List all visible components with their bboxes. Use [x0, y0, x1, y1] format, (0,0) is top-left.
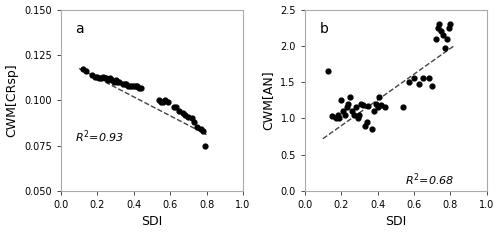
Point	[359, 103, 367, 107]
Text: b: b	[320, 22, 328, 36]
Point	[436, 22, 444, 26]
Point	[443, 37, 451, 40]
Point	[170, 106, 178, 109]
X-axis label: SDI: SDI	[142, 216, 163, 228]
Y-axis label: CWM[AN]: CWM[AN]	[262, 70, 274, 130]
Point	[184, 115, 192, 118]
Point	[175, 109, 183, 113]
Point	[179, 111, 187, 115]
Point	[200, 144, 208, 147]
Point	[424, 77, 432, 80]
Point	[354, 117, 362, 120]
Point	[350, 113, 358, 117]
Point	[434, 26, 442, 29]
Point	[328, 114, 336, 118]
Point	[419, 77, 427, 80]
Point	[110, 80, 118, 84]
Point	[364, 104, 372, 108]
Point	[172, 106, 179, 109]
Point	[368, 127, 376, 131]
Point	[357, 102, 365, 106]
Point	[132, 84, 140, 88]
Point	[438, 29, 446, 33]
Point	[197, 127, 205, 131]
Point	[439, 33, 447, 37]
Point	[342, 106, 350, 109]
Point	[94, 75, 102, 79]
Point	[120, 82, 128, 86]
Point	[428, 84, 436, 88]
Point	[188, 117, 196, 120]
Point	[114, 80, 122, 84]
Point	[348, 109, 356, 113]
Point	[441, 46, 449, 50]
Point	[339, 109, 347, 113]
Point	[381, 106, 389, 109]
Y-axis label: CWM[CRsp]: CWM[CRsp]	[6, 63, 18, 137]
Text: a: a	[76, 22, 84, 36]
Point	[102, 77, 110, 80]
Point	[446, 22, 454, 26]
Point	[324, 69, 332, 73]
Point	[356, 113, 364, 117]
Point	[159, 100, 167, 104]
X-axis label: SDI: SDI	[385, 216, 406, 228]
Point	[135, 86, 143, 89]
Point	[341, 113, 349, 117]
Point	[374, 106, 382, 109]
Point	[377, 103, 385, 107]
Text: $R^2$=0.68: $R^2$=0.68	[405, 171, 454, 188]
Point	[444, 26, 452, 29]
Point	[337, 98, 345, 102]
Point	[164, 100, 172, 104]
Point	[122, 82, 130, 86]
Point	[332, 117, 340, 120]
Point	[190, 120, 198, 124]
Point	[134, 84, 141, 88]
Point	[160, 98, 168, 102]
Point	[112, 78, 120, 82]
Point	[119, 82, 127, 86]
Point	[99, 75, 107, 79]
Point	[376, 95, 384, 99]
Text: $R^2$=0.93: $R^2$=0.93	[76, 129, 124, 145]
Point	[362, 120, 370, 124]
Point	[180, 113, 188, 117]
Point	[128, 84, 136, 88]
Point	[124, 84, 132, 88]
Point	[404, 80, 412, 84]
Point	[344, 102, 352, 106]
Point	[92, 75, 100, 79]
Point	[82, 69, 90, 73]
Point	[130, 84, 138, 88]
Point	[352, 106, 360, 109]
Point	[137, 86, 145, 89]
Point	[106, 77, 114, 80]
Point	[108, 78, 116, 82]
Point	[346, 95, 354, 99]
Point	[372, 102, 380, 106]
Point	[115, 80, 123, 84]
Point	[410, 77, 418, 80]
Point	[370, 109, 378, 113]
Point	[416, 82, 424, 85]
Point	[432, 37, 440, 40]
Point	[95, 77, 103, 80]
Point	[361, 124, 369, 128]
Point	[155, 98, 163, 102]
Point	[334, 113, 342, 117]
Point	[104, 78, 112, 82]
Point	[88, 73, 96, 77]
Point	[194, 125, 202, 129]
Point	[199, 129, 207, 133]
Point	[336, 116, 344, 120]
Point	[100, 77, 108, 80]
Point	[126, 84, 134, 88]
Point	[97, 77, 105, 80]
Point	[157, 100, 165, 104]
Point	[78, 68, 86, 71]
Point	[399, 106, 407, 109]
